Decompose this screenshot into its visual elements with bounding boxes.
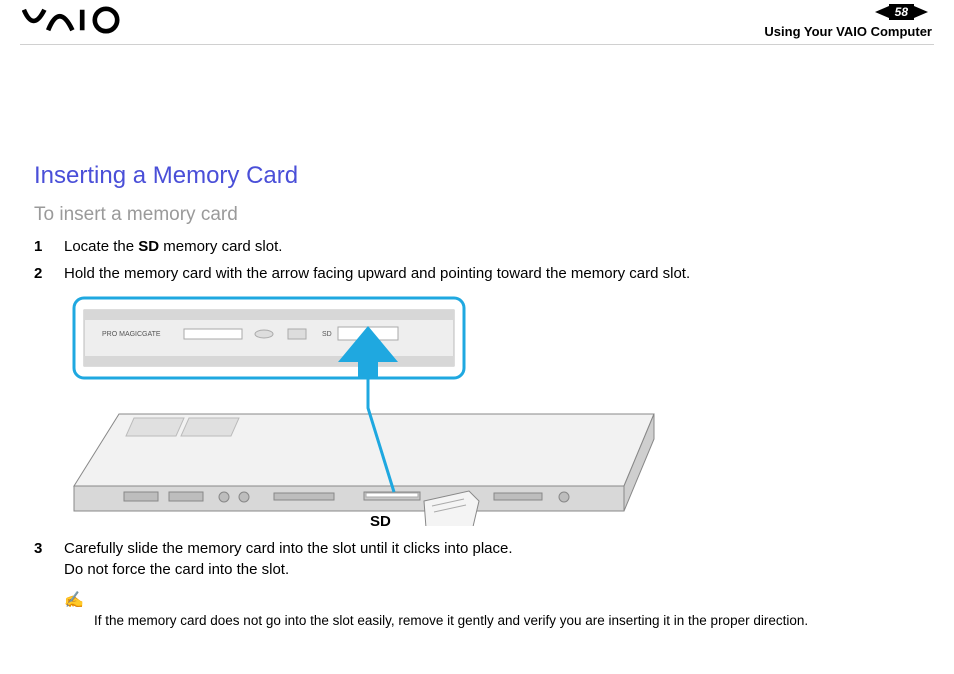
step-number: 2 xyxy=(34,263,64,284)
sd-label: SD xyxy=(370,513,391,526)
note: ✍ xyxy=(64,590,920,612)
step-1: 1 Locate the SD memory card slot. xyxy=(34,236,920,257)
laptop-perspective: SD xyxy=(74,414,654,526)
prev-page-arrow-icon[interactable] xyxy=(871,4,889,20)
page-header: 58 Using Your VAIO Computer xyxy=(0,0,954,48)
figure: SD PRO MAGICGATE SD xyxy=(64,296,684,526)
step-3: 3 Carefully slide the memory card into t… xyxy=(34,538,920,580)
step-text: Hold the memory card with the arrow faci… xyxy=(64,263,690,284)
page-content: Inserting a Memory Card To insert a memo… xyxy=(0,48,954,631)
svg-text:SD: SD xyxy=(322,331,332,338)
vaio-logo xyxy=(22,6,171,34)
next-page-arrow-icon[interactable] xyxy=(914,4,932,20)
page-nav: 58 xyxy=(871,4,932,20)
steps-list-continued: 3 Carefully slide the memory card into t… xyxy=(34,538,920,580)
memory-card-diagram: SD PRO MAGICGATE SD xyxy=(64,296,684,526)
page-number-badge: 58 xyxy=(889,4,914,20)
step-text: Locate the SD memory card slot. xyxy=(64,236,282,257)
steps-list: 1 Locate the SD memory card slot. 2 Hold… xyxy=(34,236,920,284)
note-text: If the memory card does not go into the … xyxy=(94,612,808,631)
step-2: 2 Hold the memory card with the arrow fa… xyxy=(34,263,920,284)
step-text: Carefully slide the memory card into the… xyxy=(64,538,513,580)
step-number: 1 xyxy=(34,236,64,257)
header-rule xyxy=(20,44,934,45)
step-number: 3 xyxy=(34,538,64,580)
callout-panel: PRO MAGICGATE SD xyxy=(74,298,464,378)
section-label: Using Your VAIO Computer xyxy=(764,24,932,39)
note-icon: ✍ xyxy=(64,590,94,612)
svg-text:PRO MAGICGATE: PRO MAGICGATE xyxy=(102,331,161,338)
page-subtitle: To insert a memory card xyxy=(34,204,920,226)
note-text-row: If the memory card does not go into the … xyxy=(64,612,920,631)
page-title: Inserting a Memory Card xyxy=(34,162,920,190)
